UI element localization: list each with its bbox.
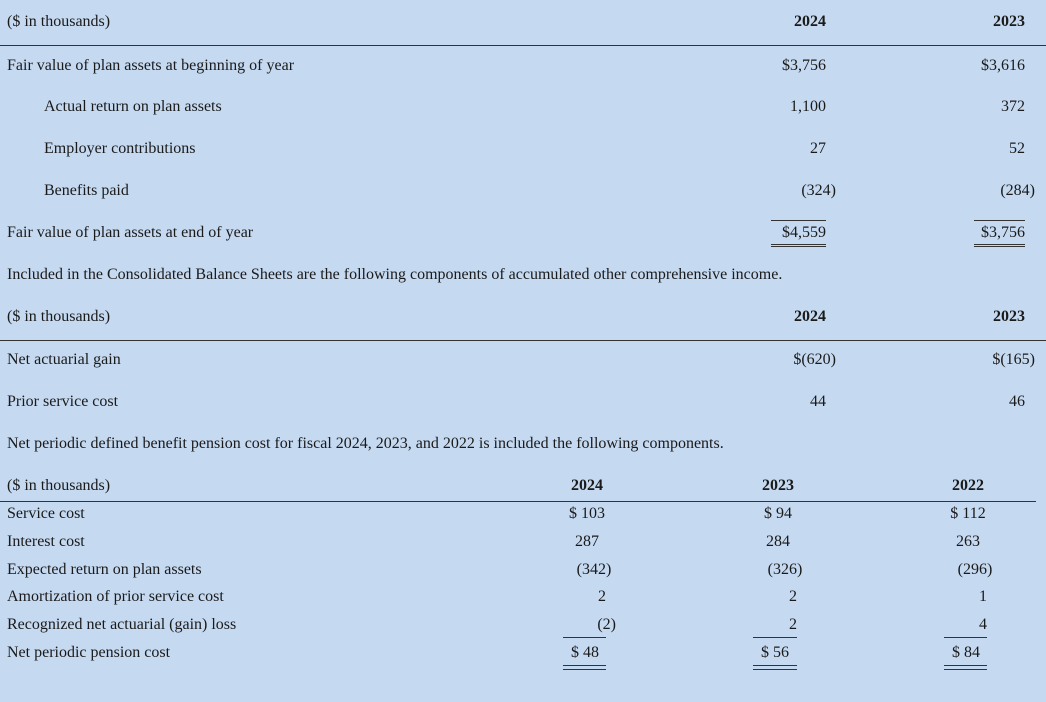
table-cell: 2 — [598, 588, 606, 605]
table2-header-2024: 2024 — [794, 308, 826, 325]
table-cell: 4 — [979, 616, 987, 633]
table-cell: 1,100 — [790, 98, 826, 115]
table1-header-label: ($ in thousands) — [7, 13, 111, 30]
table-cell: 52 — [1009, 140, 1025, 157]
note-pension-cost: Net periodic defined benefit pension cos… — [7, 435, 724, 452]
table-cell: $ 112 — [950, 505, 986, 522]
table3-header-label: ($ in thousands) — [7, 477, 111, 494]
table-row-label: Actual return on plan assets — [44, 98, 222, 115]
table-total-cell: $ 48 — [571, 644, 599, 661]
table-cell: $ 94 — [764, 505, 792, 522]
total-double-rule — [563, 665, 606, 670]
table-total-cell: $ 56 — [761, 644, 789, 661]
table-row-label: Amortization of prior service cost — [7, 588, 224, 605]
table-cell: 263 — [956, 533, 980, 550]
table-total-cell: $ 84 — [952, 644, 980, 661]
table2-header-label: ($ in thousands) — [7, 308, 111, 325]
table3-header-2023: 2023 — [762, 477, 794, 494]
table2-header-rule — [0, 340, 1046, 341]
table-cell: $ 103 — [569, 505, 605, 522]
table3-header-2022: 2022 — [952, 477, 984, 494]
table-cell: 2 — [789, 588, 797, 605]
table-cell: 44 — [810, 393, 826, 410]
table-cell: $3,616 — [981, 57, 1025, 74]
table-cell: (324) — [801, 182, 836, 199]
table3-header-2024: 2024 — [571, 477, 603, 494]
table1-header-rule — [0, 45, 1046, 46]
total-double-rule — [944, 665, 987, 670]
table-cell: 287 — [575, 533, 599, 550]
note-aoci: Included in the Consolidated Balance She… — [7, 266, 783, 283]
table3-header-rule — [0, 501, 1036, 502]
table-row-label: Recognized net actuarial (gain) loss — [7, 616, 237, 633]
table-cell: 372 — [1001, 98, 1025, 115]
table-cell: (2) — [597, 616, 616, 633]
table-row-label: Net actuarial gain — [7, 351, 121, 368]
subtotal-rule — [753, 637, 797, 638]
table-cell: 2 — [789, 616, 797, 633]
subtotal-rule — [563, 637, 606, 638]
table-cell: (342) — [576, 561, 612, 578]
table-cell: 1 — [979, 588, 987, 605]
table-row-label: Fair value of plan assets at end of year — [7, 224, 254, 241]
table-row-label: Prior service cost — [7, 393, 119, 410]
table-cell: 46 — [1009, 393, 1025, 410]
table-row-label: Fair value of plan assets at beginning o… — [7, 57, 295, 74]
table-cell: (296) — [957, 561, 993, 578]
table2-header-2023: 2023 — [993, 308, 1025, 325]
table1-header-2023: 2023 — [993, 13, 1025, 30]
table1-header-2024: 2024 — [794, 13, 826, 30]
table-row-label: Employer contributions — [44, 140, 196, 157]
total-double-rule — [753, 665, 797, 670]
table-row-label: Expected return on plan assets — [7, 561, 202, 578]
table-cell: (284) — [1000, 182, 1035, 199]
table-total-cell: $3,756 — [974, 220, 1025, 247]
table-row-label: Benefits paid — [44, 182, 129, 199]
table-cell: $3,756 — [782, 57, 826, 74]
subtotal-rule — [944, 637, 987, 638]
table-cell: $(620) — [793, 351, 836, 368]
table-row-label: Interest cost — [7, 533, 85, 550]
table-total-cell: $4,559 — [771, 220, 826, 247]
table-cell: $(165) — [992, 351, 1035, 368]
table-row-label: Service cost — [7, 505, 85, 522]
table-cell: 284 — [766, 533, 790, 550]
table-cell: (326) — [767, 561, 803, 578]
table-row-label: Net periodic pension cost — [7, 644, 171, 661]
table-cell: 27 — [810, 140, 826, 157]
